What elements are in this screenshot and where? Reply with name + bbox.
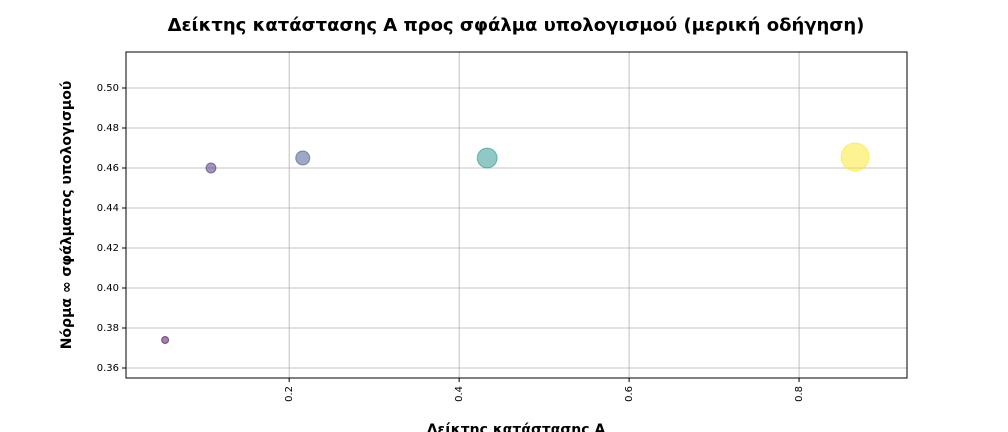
y-tick-label: 0.46 xyxy=(97,163,119,174)
x-axis-label: Δείκτης κατάστασης A xyxy=(427,422,606,432)
bubble xyxy=(161,336,170,344)
bubble xyxy=(840,142,870,172)
y-tick-label: 0.50 xyxy=(97,83,119,94)
x-tick-label: 0.8 xyxy=(794,386,805,402)
y-tick-label: 0.42 xyxy=(97,243,119,254)
x-tick-label: 0.6 xyxy=(624,386,635,402)
y-tick-label: 0.36 xyxy=(97,363,119,374)
plot-frame xyxy=(125,51,908,379)
bubble xyxy=(295,150,311,166)
bubble xyxy=(476,147,498,169)
y-tick-label: 0.38 xyxy=(97,323,119,334)
y-tick-label: 0.48 xyxy=(97,123,119,134)
y-tick-label: 0.40 xyxy=(97,283,119,294)
x-tick-label: 0.2 xyxy=(284,386,295,402)
x-tick-label: 0.4 xyxy=(454,386,465,402)
y-tick-label: 0.44 xyxy=(97,203,119,214)
chart-title: Δείκτης κατάστασης A προς σφάλμα υπολογι… xyxy=(168,15,865,36)
bubble xyxy=(205,162,217,174)
y-axis-label: Νόρμα ∞ σφάλματος υπολογισμού xyxy=(59,81,75,350)
